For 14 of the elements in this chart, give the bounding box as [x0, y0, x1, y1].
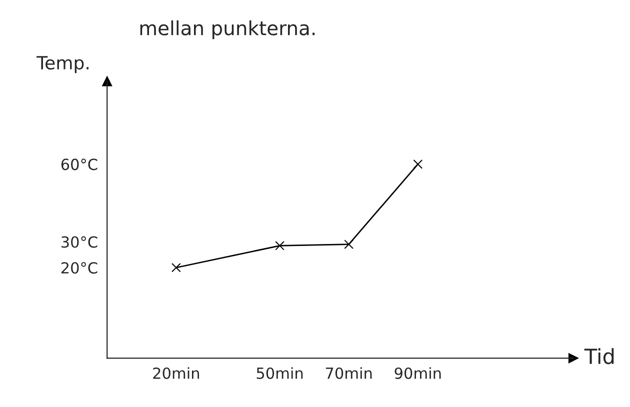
y-axis-title: Temp. [36, 56, 88, 74]
y-tick-label: 30°C [61, 236, 98, 248]
x-tick-label: 70min [326, 367, 372, 380]
x-tick-label: 20min [153, 367, 199, 380]
y-tick-label: 20°C [61, 262, 98, 274]
point [275, 240, 284, 250]
text: mellan punkterna. [140, 20, 315, 40]
x-axis-title: Tid [584, 348, 614, 364]
x-tick-label: 50min [256, 367, 303, 380]
point [413, 159, 423, 169]
x-tick-label: 90min [394, 367, 441, 380]
point [171, 262, 181, 272]
y-tick-label: 60°C [61, 158, 98, 170]
point [344, 240, 354, 250]
